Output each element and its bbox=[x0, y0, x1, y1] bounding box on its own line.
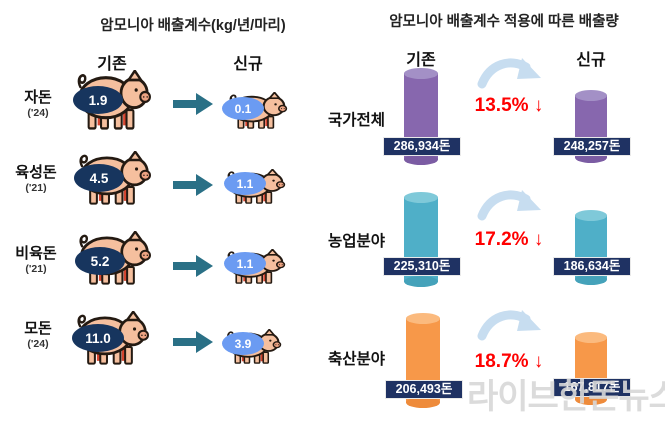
old-factor-badge: 1.9 bbox=[73, 86, 123, 114]
factor-row-label: 육성돈 ('21) bbox=[8, 164, 64, 194]
cylinder-bottom bbox=[404, 276, 438, 287]
change-percent: 13.5% ↓ bbox=[474, 95, 544, 116]
cylinder-top bbox=[404, 68, 438, 79]
new-emission-value: 167,817돈 bbox=[553, 378, 631, 397]
old-emission-value: 206,493돈 bbox=[385, 380, 463, 399]
sector-label: 축산분야 bbox=[328, 351, 386, 368]
curved-arrow-icon bbox=[477, 188, 543, 224]
cylinder-bottom bbox=[575, 274, 607, 285]
cylinder-top bbox=[575, 210, 607, 221]
factor-row-label: 모돈 ('24) bbox=[12, 320, 64, 350]
cylinder-top bbox=[404, 192, 438, 203]
new-emission-value: 248,257돈 bbox=[553, 137, 631, 156]
animal-year: ('21) bbox=[25, 181, 47, 194]
old-emission-value: 225,310돈 bbox=[383, 257, 461, 276]
old-emission-value: 286,934돈 bbox=[383, 137, 461, 156]
animal-name: 비육돈 bbox=[15, 245, 57, 262]
cylinder-bottom bbox=[406, 397, 440, 408]
cylinder-top bbox=[406, 313, 440, 324]
new-emission-value: 186,634돈 bbox=[553, 257, 631, 276]
left-chart-title: 암모니아 배출계수(kg/년/마리) bbox=[100, 18, 286, 34]
animal-year: ('24) bbox=[27, 106, 49, 119]
factor-row-label: 비육돈 ('21) bbox=[8, 245, 64, 275]
new-factor-badge: 1.1 bbox=[224, 252, 266, 275]
animal-year: ('21) bbox=[25, 262, 47, 275]
right-col-header-new: 신규 bbox=[576, 52, 606, 69]
old-factor-badge: 4.5 bbox=[74, 164, 124, 192]
cylinder-top bbox=[575, 332, 607, 343]
sector-label: 국가전체 bbox=[328, 112, 386, 129]
animal-year: ('24) bbox=[27, 337, 49, 350]
change-percent: 17.2% ↓ bbox=[474, 229, 544, 250]
cylinder-bottom bbox=[575, 152, 607, 163]
factor-row-label: 자돈 ('24) bbox=[12, 89, 64, 119]
right-arrow-icon bbox=[173, 174, 213, 196]
animal-name: 자돈 bbox=[24, 89, 52, 106]
sector-label: 농업분야 bbox=[328, 233, 386, 250]
right-col-header-old: 기존 bbox=[406, 52, 436, 69]
right-arrow-icon bbox=[173, 255, 213, 277]
cylinder-bottom bbox=[575, 394, 607, 405]
change-percent: 18.7% ↓ bbox=[474, 351, 544, 372]
old-factor-badge: 11.0 bbox=[72, 324, 124, 352]
new-factor-badge: 0.1 bbox=[222, 97, 264, 120]
right-arrow-icon bbox=[173, 331, 213, 353]
new-factor-badge: 1.1 bbox=[224, 172, 266, 195]
old-factor-badge: 5.2 bbox=[75, 247, 125, 275]
animal-name: 육성돈 bbox=[15, 164, 57, 181]
news-watermark: 라이브한돈뉴스 bbox=[467, 378, 665, 416]
cylinder-bottom bbox=[404, 154, 438, 165]
animal-name: 모돈 bbox=[24, 320, 52, 337]
left-col-header-old: 기존 bbox=[97, 56, 127, 73]
right-chart-title: 암모니아 배출계수 적용에 따른 배출량 bbox=[389, 14, 619, 30]
left-col-header-new: 신규 bbox=[233, 56, 263, 73]
curved-arrow-icon bbox=[477, 56, 543, 92]
right-arrow-icon bbox=[173, 93, 213, 115]
curved-arrow-icon bbox=[477, 308, 543, 344]
cylinder-top bbox=[575, 90, 607, 101]
new-factor-badge: 3.9 bbox=[222, 332, 264, 355]
